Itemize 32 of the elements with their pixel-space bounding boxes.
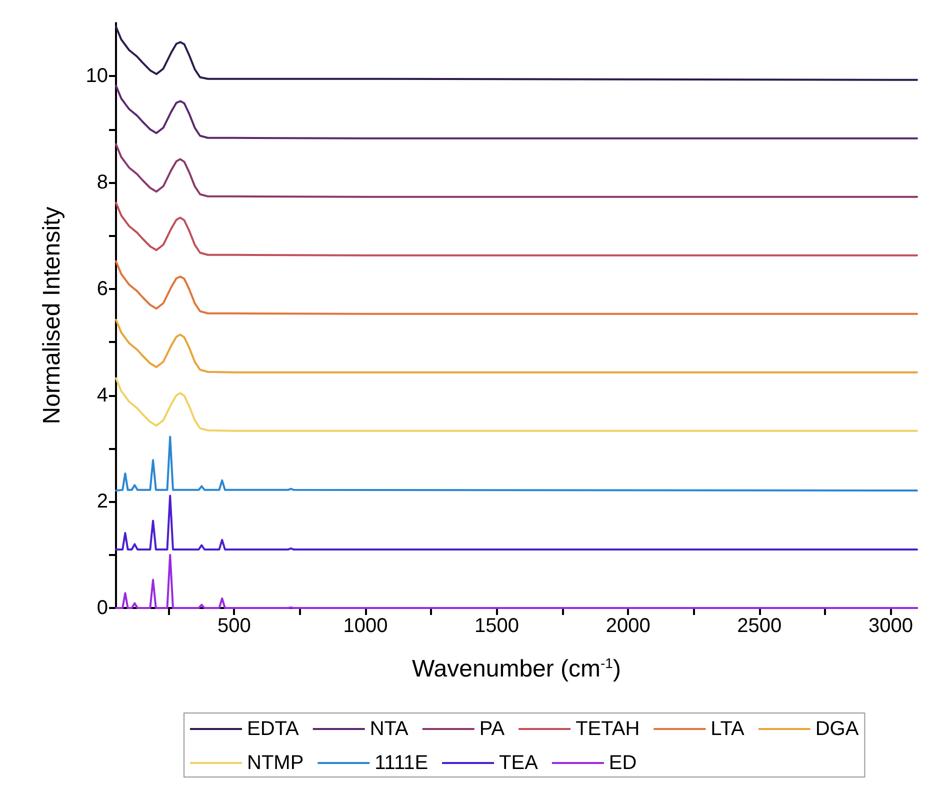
legend-label: NTA (370, 718, 410, 740)
x-tick-label: 1500 (474, 615, 520, 637)
y-axis-title: Normalised Intensity (38, 206, 66, 424)
x-tick-label: 2500 (737, 615, 782, 637)
line-series (115, 436, 918, 492)
x-tick-label: 3000 (868, 615, 913, 637)
line-series (115, 143, 918, 198)
x-tick-label: 2000 (606, 615, 650, 637)
legend-label: ED (608, 752, 637, 774)
line-series (115, 202, 918, 256)
legend-label: 1111E (374, 752, 428, 774)
legend-label: TEA (499, 752, 539, 774)
legend-label: TETAH (576, 718, 640, 740)
line-series (115, 377, 918, 432)
y-tick-label: 6 (96, 278, 108, 300)
legend-label: PA (479, 718, 506, 740)
x-tick-label: 500 (217, 615, 251, 637)
legend-label: LTA (710, 718, 746, 740)
line-series (115, 26, 918, 81)
line-series (115, 318, 918, 374)
y-tick-label: 0 (96, 597, 108, 619)
y-tick-label: 8 (96, 172, 108, 194)
legend-label: DGA (815, 718, 860, 740)
y-tick-label: 4 (96, 384, 108, 406)
line-series (115, 84, 918, 140)
legend-label: NTMP (247, 752, 304, 774)
legend-label: EDTA (247, 718, 300, 740)
x-tick-label: 1000 (343, 615, 388, 637)
y-tick-label: 10 (86, 65, 108, 88)
line-series (115, 260, 918, 315)
line-series (115, 494, 918, 550)
y-tick-label: 2 (96, 490, 108, 513)
